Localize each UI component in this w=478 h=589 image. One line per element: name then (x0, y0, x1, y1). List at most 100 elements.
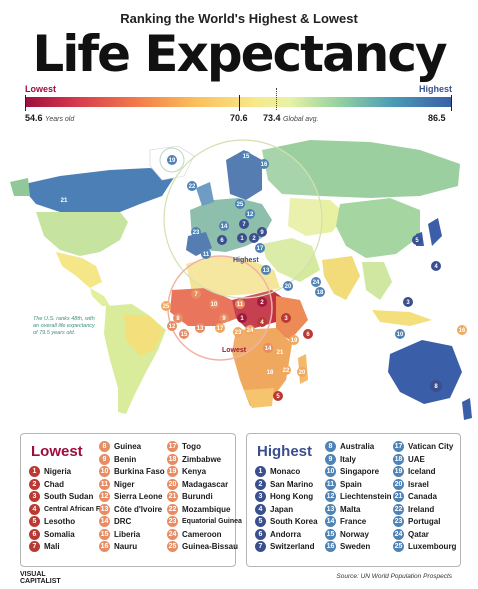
africa-callout-circle (167, 255, 273, 361)
svg-text:2: 2 (260, 300, 264, 306)
highest-rank-badge: 15 (325, 528, 336, 540)
svg-text:9: 9 (260, 230, 264, 236)
highest-item: 4 Japan (255, 503, 294, 515)
highest-item: 5 South Korea (255, 516, 318, 527)
lowest-rank-badge: 9 (99, 453, 110, 465)
marker-spain (201, 249, 211, 259)
lowest-country-name: Lesotho (44, 517, 76, 526)
highest-rank-badge: 21 (393, 491, 404, 502)
marker-somalia (303, 329, 313, 339)
svg-text:2: 2 (252, 236, 256, 242)
lowest-country-name: Mozambique (182, 504, 231, 514)
svg-text:20: 20 (299, 370, 306, 376)
marker-nigeria (237, 313, 247, 323)
svg-text:23: 23 (193, 230, 200, 236)
usa-region (36, 212, 128, 256)
highest-country-name: Andorra (270, 529, 302, 539)
china-region (336, 198, 420, 258)
lowest-item: 3 South Sudan (29, 491, 93, 502)
marker-zimbabwe (265, 367, 275, 377)
highest-item: 21 Canada (393, 491, 437, 502)
lowest-country-name: Equatorial Guinea (182, 518, 242, 525)
marker-australia (430, 380, 442, 392)
lowest-rank-badge: 5 (29, 516, 40, 527)
highest-item: 16 Sweden (325, 541, 370, 552)
marker-nauru (457, 325, 467, 335)
marker-benin (219, 313, 229, 323)
highest-item: 12 Liechtenstein (325, 491, 392, 502)
svg-text:25: 25 (163, 304, 170, 310)
lowest-rank-badge: 15 (99, 528, 110, 540)
svg-text:3: 3 (406, 300, 410, 306)
highest-country-name: Vatican City (408, 442, 454, 451)
highest-item: 24 Qatar (393, 528, 429, 540)
marker-san-marino (249, 233, 259, 243)
highest-country-name: Italy (340, 454, 357, 464)
highest-country-name: UAE (408, 454, 425, 464)
svg-text:20: 20 (285, 284, 292, 290)
highest-rank-badge: 12 (325, 491, 336, 502)
lowest-item: 8 Guinea (99, 441, 141, 452)
marker-malta (261, 265, 271, 275)
svg-text:6: 6 (306, 332, 310, 338)
lowest-rank-badge: 22 (167, 503, 178, 515)
highest-rank-badge: 5 (255, 516, 266, 527)
marker-israel (283, 281, 293, 291)
southern-africa-region (232, 328, 292, 406)
lowest-rank-badge: 24 (167, 528, 178, 540)
highest-country-name: Monaco (270, 467, 301, 476)
lowest-item: 19 Kenya (167, 466, 206, 477)
marker-guinea-bissau (161, 301, 171, 311)
marker-japan (431, 261, 441, 271)
lowest-rank-badge: 4 (29, 503, 40, 515)
world-map: 1 2 3 4 5 6 7 8 9 10 11 12 13 14 15 16 1… (10, 139, 472, 420)
india-region (322, 256, 360, 300)
highest-item: 11 Spain (325, 478, 362, 490)
marker-portugal (191, 227, 201, 237)
svg-text:5: 5 (276, 394, 280, 400)
lowest-country-name: Central African Rep (44, 505, 110, 513)
lowest-country-name: Burkina Faso (114, 467, 165, 476)
lowest-country-name: South Sudan (44, 492, 94, 501)
lowest-item: 12 Sierra Leone (99, 491, 162, 502)
marker-switzerland (239, 219, 249, 229)
scale-mid-tick (239, 95, 240, 111)
svg-text:4: 4 (434, 264, 438, 270)
marker-cote-divoire (195, 323, 205, 333)
lowest-rank-badge: 12 (99, 491, 110, 502)
marker-liberia (179, 329, 189, 339)
highest-rank-badge: 20 (393, 478, 404, 490)
lowest-item: 4 Central African Rep (29, 503, 110, 515)
svg-text:8: 8 (434, 384, 438, 390)
highest-country-name: Qatar (408, 529, 429, 539)
svg-text:22: 22 (189, 184, 196, 190)
marker-andorra (217, 235, 227, 245)
svg-text:16: 16 (261, 162, 268, 168)
marker-iceland (167, 155, 177, 165)
highest-item: 23 Portugal (393, 516, 440, 527)
lowest-item: 25 Guinea-Bissau (167, 541, 238, 552)
lowest-item: 13 Côte d'Ivoire (99, 503, 162, 515)
highest-country-name: Japan (270, 504, 294, 514)
lowest-country-name: Mali (44, 542, 60, 551)
marker-sweden (259, 159, 269, 169)
uk-ireland-region (196, 182, 214, 206)
highest-legend-title: Highest (257, 443, 313, 460)
scale-max-value: 86.5 (428, 113, 446, 123)
us-rank-note: The U.S. ranks 48th, with an overall lif… (33, 316, 95, 336)
highest-rank-badge: 11 (325, 478, 336, 490)
svg-text:7: 7 (242, 222, 246, 228)
lowest-callout: Lowest (222, 347, 247, 354)
east-africa-region (276, 296, 308, 340)
highest-country-name: Switzerland (270, 542, 315, 551)
lowest-item: 15 Liberia (99, 528, 140, 540)
australia-region (388, 340, 462, 404)
highest-country-name: Sweden (340, 542, 371, 551)
highest-item: 22 Ireland (393, 503, 434, 515)
highest-country-name: Canada (408, 492, 437, 501)
svg-text:6: 6 (220, 238, 224, 244)
marker-south-sudan (281, 313, 291, 323)
page-title: Life Expectancy (32, 25, 447, 83)
scandinavia-region (226, 150, 262, 200)
marker-drc (263, 343, 273, 353)
